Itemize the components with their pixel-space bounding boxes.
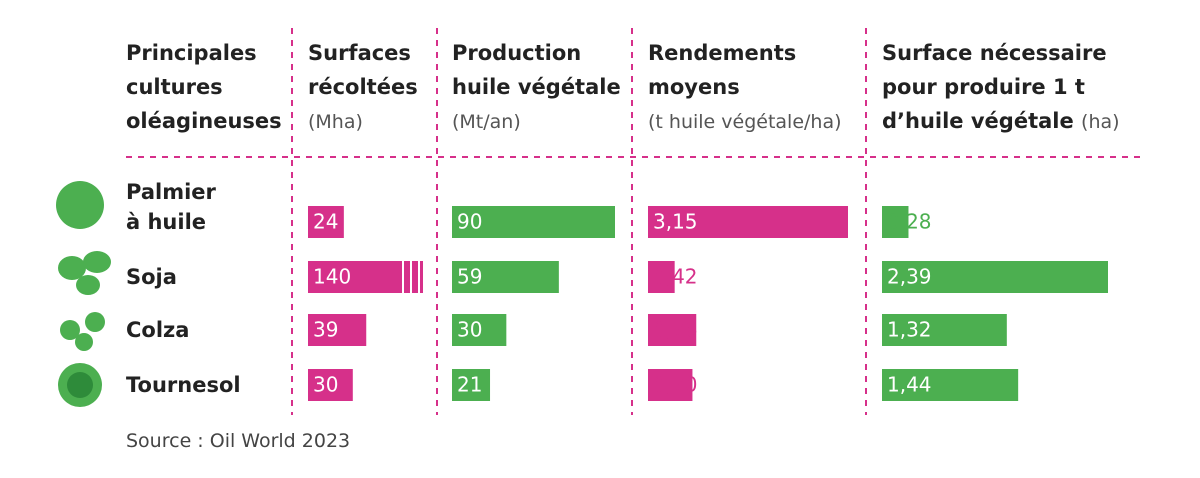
bar <box>882 206 909 238</box>
header-text: pour produire 1 t <box>882 75 1085 99</box>
value-label: 0,70 <box>653 373 698 397</box>
bar <box>882 369 1019 401</box>
bar <box>452 206 615 238</box>
bar <box>452 369 491 401</box>
bar <box>452 261 559 293</box>
value-label: 0,28 <box>887 210 932 234</box>
header-cell: Surface nécessaire pour produire 1 t d’hui… <box>882 36 1162 139</box>
value-label: 21 <box>457 373 482 397</box>
header-text: d’huile végétale <box>882 109 1074 133</box>
value-label: 59 <box>457 265 482 289</box>
row-name-text: Soja <box>126 265 177 289</box>
header-unit: (Mha) <box>308 111 363 133</box>
row-name-text: Tournesol <box>126 373 241 397</box>
row-name: Tournesol <box>126 370 241 400</box>
header-cell: Rendements moyens (t huile végétale/ha) <box>648 36 858 139</box>
row-name: Palmier à huile <box>126 177 216 237</box>
row-name: Colza <box>126 315 189 345</box>
header-text: Production <box>452 41 582 65</box>
header-text: Principales <box>126 41 257 65</box>
row-name-text: à huile <box>126 210 207 234</box>
header-unit: (ha) <box>1081 111 1120 133</box>
header-unit: (t huile végétale/ha) <box>648 111 842 133</box>
header-text: huile végétale <box>452 75 621 99</box>
value-label: 2,39 <box>887 265 932 289</box>
header-text: cultures <box>126 75 223 99</box>
value-label: 39 <box>313 318 338 342</box>
value-label: 90 <box>457 210 482 234</box>
value-label: 24 <box>313 210 338 234</box>
value-label: 0,42 <box>653 265 698 289</box>
row-name-text: Colza <box>126 318 190 342</box>
header-text: Rendements <box>648 41 797 65</box>
bar <box>648 261 675 293</box>
value-label: 30 <box>313 373 338 397</box>
header-text: récoltées <box>308 75 418 99</box>
dividers <box>126 28 1140 415</box>
bar <box>648 206 848 238</box>
bar <box>882 314 1007 346</box>
bar <box>308 369 353 401</box>
value-label: 3,15 <box>653 210 698 234</box>
header-unit: (Mt/an) <box>452 111 521 133</box>
bar <box>648 314 697 346</box>
value-label: 1,44 <box>887 373 932 397</box>
row-name-text: Palmier <box>126 180 216 204</box>
value-label: 30 <box>457 318 482 342</box>
header-text: Surface nécessaire <box>882 41 1107 65</box>
value-label: 140 <box>313 265 351 289</box>
header-cell: Production huile végétale (Mt/an) <box>452 36 622 139</box>
bar <box>648 369 693 401</box>
icons <box>56 181 111 407</box>
row-name: Soja <box>126 262 177 292</box>
value-label: 0,76 <box>653 318 698 342</box>
value-label: 1,32 <box>887 318 932 342</box>
bar <box>452 314 507 346</box>
header-text: moyens <box>648 75 740 99</box>
bar <box>308 206 344 238</box>
header-text: oléagineuses <box>126 109 282 133</box>
header-cell: Principales cultures oléagineuses <box>126 36 286 138</box>
source: Source : Oil World 2023 <box>126 430 351 452</box>
header-cell: Surfaces récoltées (Mha) <box>308 36 438 139</box>
bar <box>882 261 1108 293</box>
header-text: Surfaces <box>308 41 411 65</box>
bar <box>308 314 367 346</box>
